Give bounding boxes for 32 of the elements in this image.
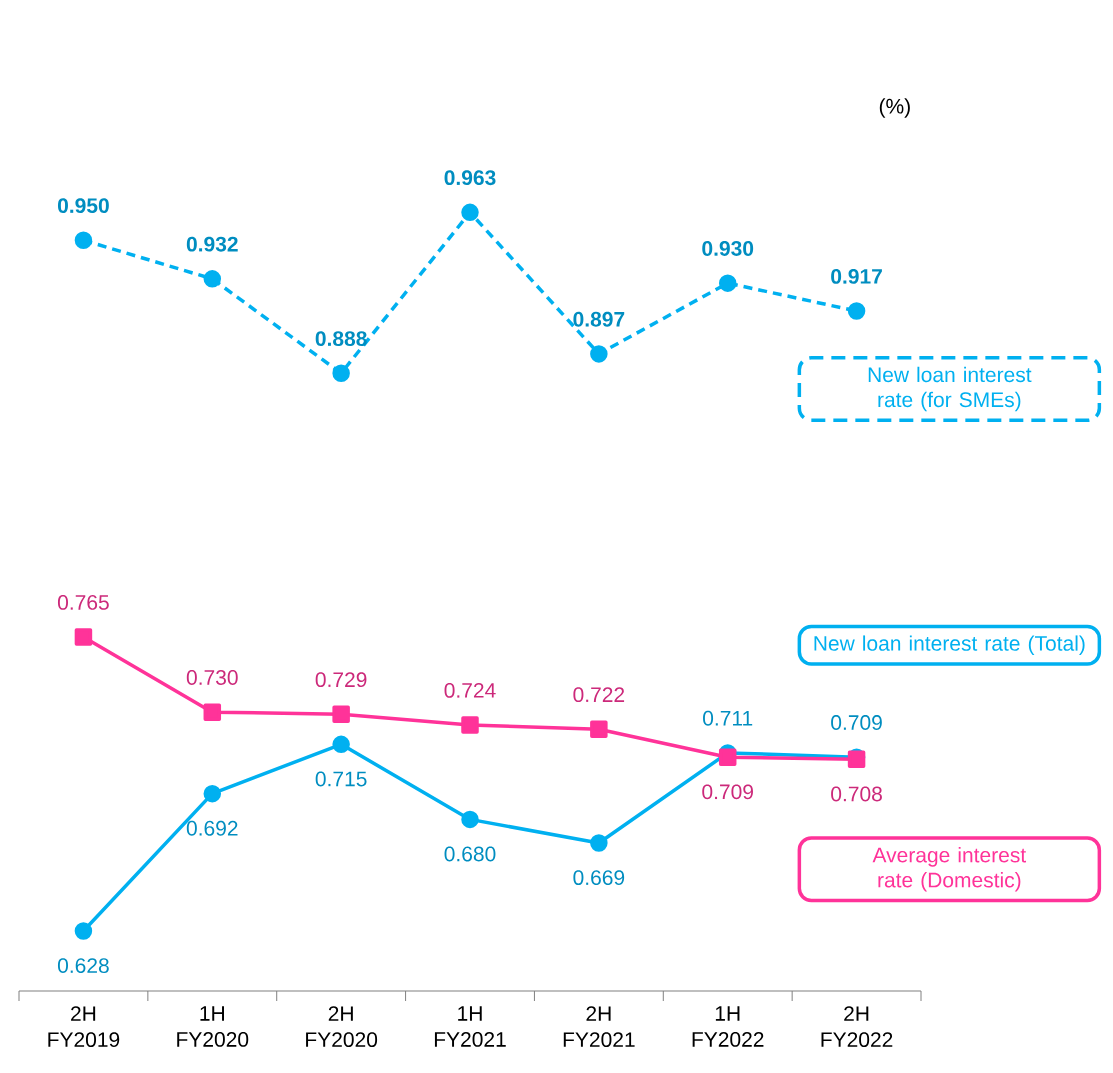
data-label: 0.715 [315, 771, 367, 787]
data-label: 0.709 [702, 784, 753, 800]
data-label: 0.692 [186, 820, 238, 836]
data-label: 0.724 [444, 682, 496, 698]
x-tick-label: 2H FY2021 [563, 1006, 635, 1048]
data-label: 0.680 [444, 846, 496, 862]
x-tick-label: 2H FY2020 [306, 1006, 378, 1048]
x-tick-label: 1H FY2022 [692, 1006, 764, 1047]
data-label: 0.888 [315, 331, 367, 347]
data-label: 0.917 [831, 268, 882, 284]
data-label: 0.963 [444, 170, 496, 186]
x-tick-label: 2H FY2022 [821, 1006, 893, 1048]
data-label: 0.722 [573, 687, 625, 703]
text: New loan interest rate (for SMEs) [868, 366, 1032, 412]
data-label: 0.709 [831, 715, 882, 730]
data-label: 0.708 [831, 786, 882, 802]
data-label: 0.711 [703, 710, 753, 726]
data-label: 0.765 [57, 595, 109, 610]
x-tick-label: 2H FY2019 [48, 1006, 120, 1048]
data-label: 0.897 [573, 311, 625, 327]
data-label: 0.930 [702, 241, 754, 256]
legend-label: New loan interest rate (Total) [814, 635, 1085, 655]
data-label: 0.730 [186, 670, 238, 685]
x-tick-label: 1H FY2020 [177, 1006, 249, 1047]
data-label: 0.932 [186, 236, 238, 252]
text: Average interest rate (Domestic) [872, 847, 1027, 892]
x-tick-label: 1H FY2021 [434, 1006, 506, 1047]
data-label: 0.628 [57, 958, 109, 974]
data-label: 0.950 [57, 198, 109, 214]
data-label: 0.729 [315, 672, 367, 688]
data-label: 0.669 [573, 870, 625, 886]
y-axis-title: (%) [879, 98, 910, 118]
